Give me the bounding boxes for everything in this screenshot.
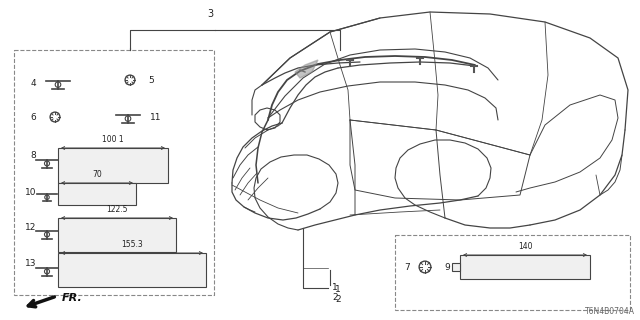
Text: 10: 10 <box>24 188 36 196</box>
Text: 9: 9 <box>444 262 450 271</box>
Text: 2: 2 <box>332 293 338 302</box>
Bar <box>58 253 206 287</box>
Text: 1: 1 <box>332 284 338 292</box>
Text: 140: 140 <box>518 242 532 251</box>
Bar <box>58 218 176 252</box>
Bar <box>58 183 136 205</box>
Text: 3: 3 <box>207 9 213 19</box>
Text: FR.: FR. <box>62 293 83 303</box>
Text: 100 1: 100 1 <box>102 135 124 144</box>
Bar <box>14 50 214 295</box>
Text: T6N4B0704A: T6N4B0704A <box>585 307 635 316</box>
Text: 1: 1 <box>335 284 340 293</box>
Text: 12: 12 <box>24 222 36 231</box>
Bar <box>58 148 168 183</box>
Text: 2: 2 <box>335 295 340 305</box>
Polygon shape <box>295 60 318 78</box>
Text: 8: 8 <box>30 150 36 159</box>
Text: 11: 11 <box>150 113 161 122</box>
Bar <box>452 263 460 271</box>
Text: 13: 13 <box>24 260 36 268</box>
Text: 70: 70 <box>92 170 102 179</box>
Text: 5: 5 <box>148 76 154 84</box>
Text: 7: 7 <box>404 262 410 271</box>
Text: 6: 6 <box>30 113 36 122</box>
Text: 4: 4 <box>30 78 36 87</box>
Text: 122.5: 122.5 <box>106 205 128 214</box>
Bar <box>395 235 630 310</box>
Bar <box>460 255 590 279</box>
Text: 155.3: 155.3 <box>121 240 143 249</box>
